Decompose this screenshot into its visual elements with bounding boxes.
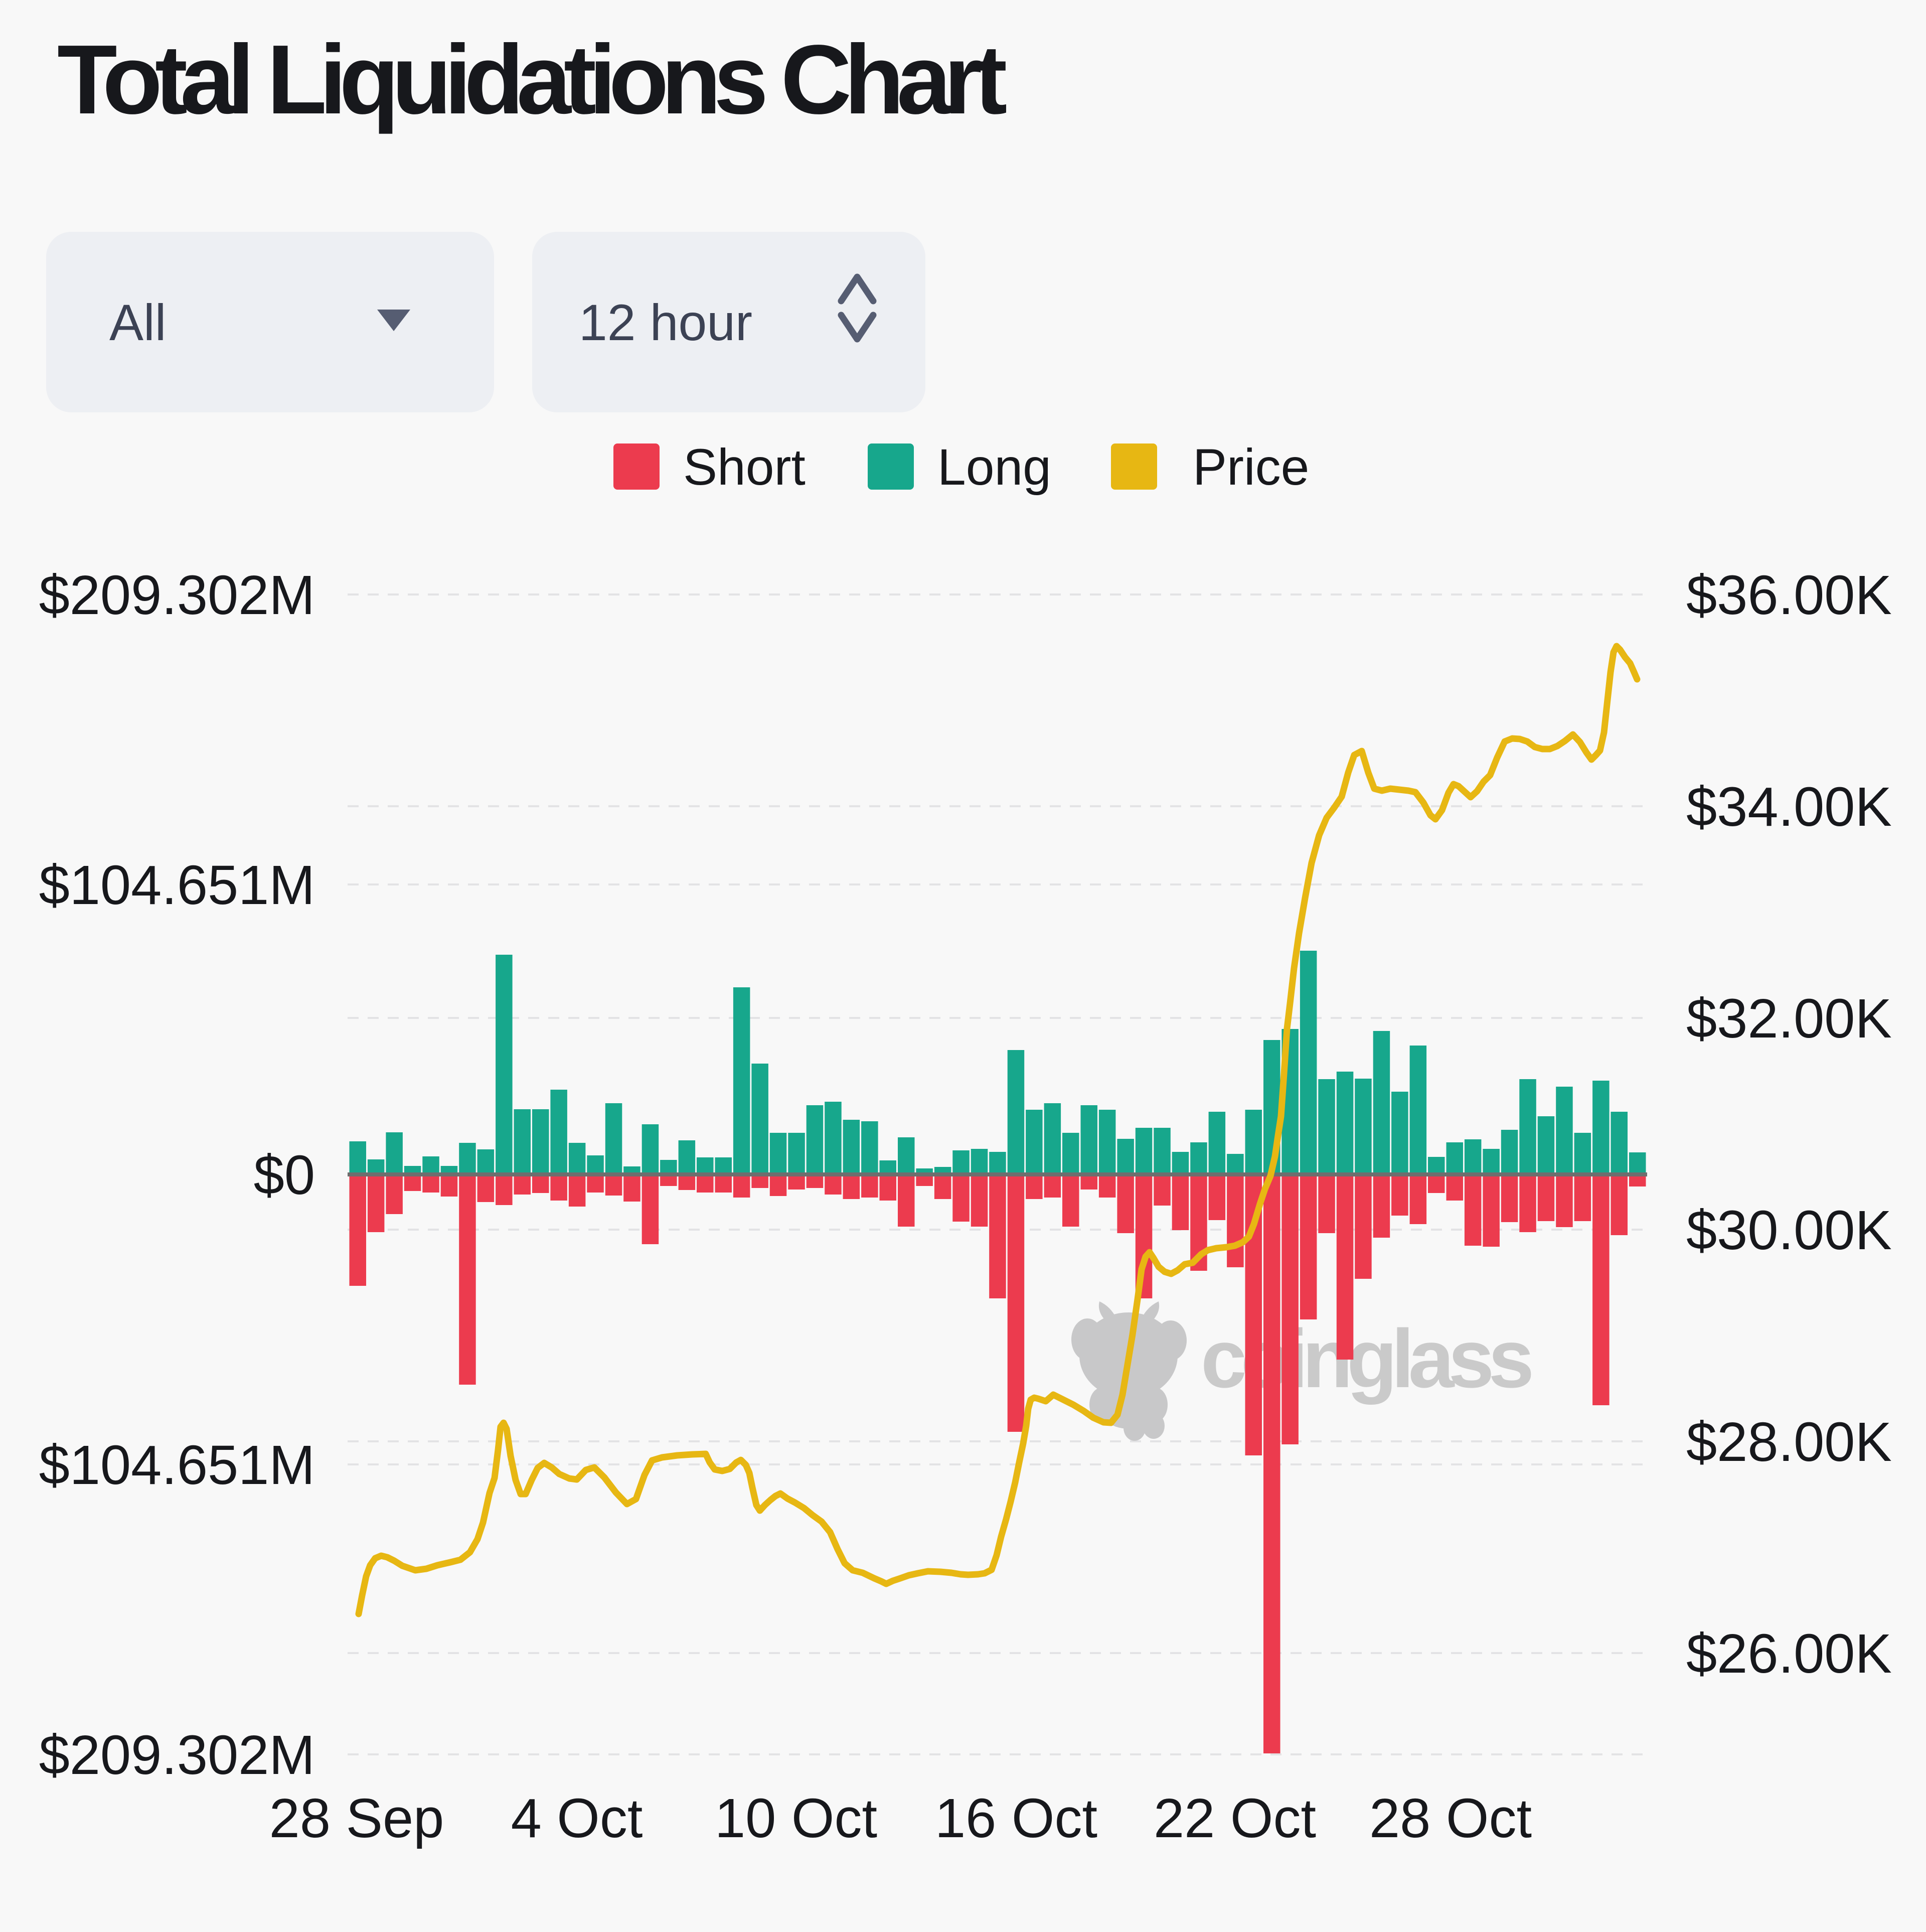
svg-text:16 Oct: 16 Oct — [935, 1788, 1097, 1849]
svg-text:$36.00K: $36.00K — [1686, 564, 1892, 626]
svg-text:$30.00K: $30.00K — [1686, 1200, 1892, 1261]
svg-text:Price: Price — [1193, 438, 1309, 496]
svg-text:28 Oct: 28 Oct — [1369, 1788, 1532, 1849]
svg-text:Total Liquidations Chart: Total Liquidations Chart — [57, 25, 1006, 134]
svg-text:$104.651M: $104.651M — [39, 854, 315, 916]
svg-text:28 Sep: 28 Sep — [269, 1788, 444, 1849]
svg-text:$0: $0 — [254, 1144, 315, 1206]
svg-text:$34.00K: $34.00K — [1686, 776, 1892, 838]
svg-text:$28.00K: $28.00K — [1686, 1411, 1892, 1473]
svg-text:$32.00K: $32.00K — [1686, 988, 1892, 1050]
svg-text:$209.302M: $209.302M — [39, 564, 315, 626]
svg-text:22 Oct: 22 Oct — [1154, 1788, 1316, 1849]
svg-text:$209.302M: $209.302M — [39, 1724, 315, 1786]
svg-text:10 Oct: 10 Oct — [715, 1788, 877, 1849]
svg-text:All: All — [109, 294, 166, 351]
svg-text:12 hour: 12 hour — [579, 294, 752, 351]
svg-text:$26.00K: $26.00K — [1686, 1623, 1892, 1685]
svg-text:Short: Short — [683, 438, 806, 496]
svg-text:$104.651M: $104.651M — [39, 1434, 315, 1496]
svg-text:4 Oct: 4 Oct — [511, 1788, 643, 1849]
svg-text:Long: Long — [937, 438, 1051, 496]
